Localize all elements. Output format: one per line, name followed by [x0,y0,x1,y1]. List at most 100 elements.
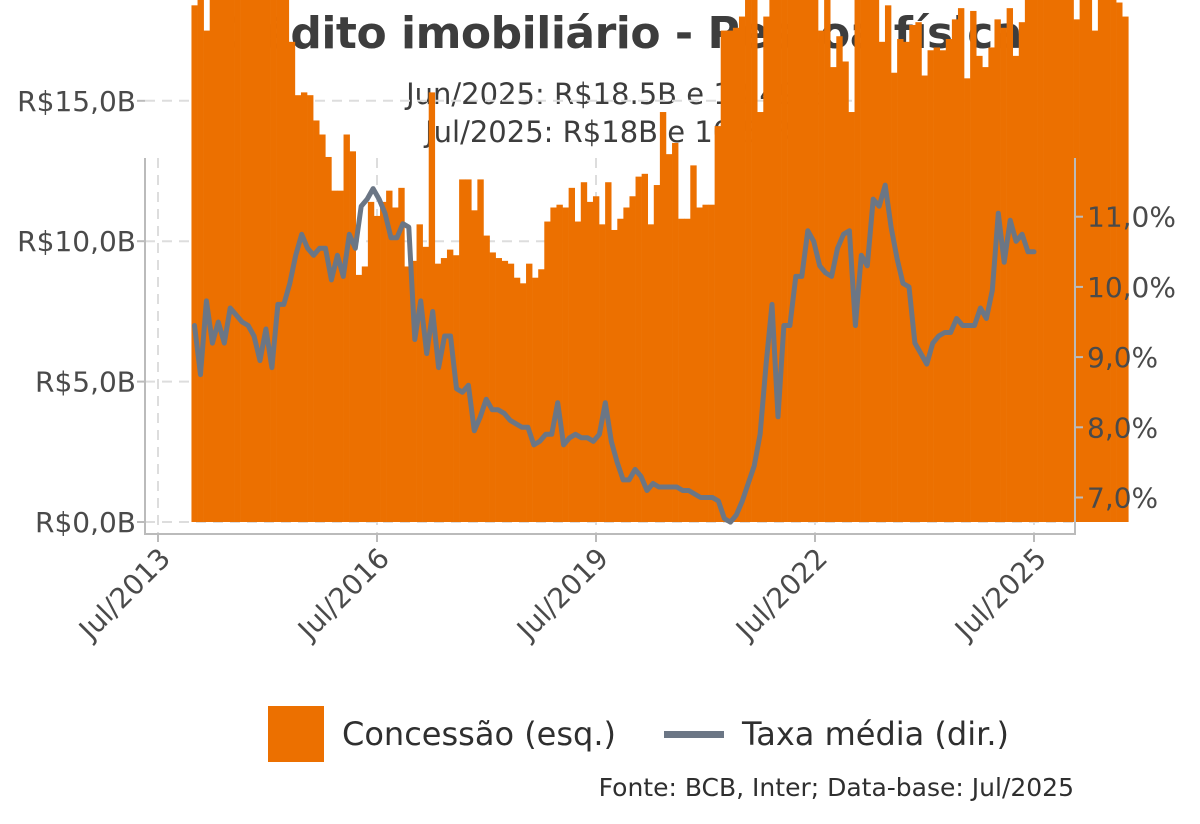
bar [307,95,314,523]
bar [1073,19,1080,523]
bar [203,30,211,522]
bar [361,266,369,522]
bar [1061,0,1068,522]
right-axis-tick-label: 8,0% [1087,411,1158,444]
bar [720,30,728,522]
bar [678,218,685,523]
right-axis-tick-label: 7,0% [1087,482,1158,515]
bar [319,134,326,522]
bar [1079,0,1086,523]
bar [976,55,983,523]
bar [428,92,436,522]
bar [757,112,764,522]
bar [294,95,302,523]
bar [1122,16,1129,523]
bar [246,0,253,523]
bar [629,196,636,522]
bar [373,215,381,522]
bar [921,75,928,522]
bar [1037,0,1044,522]
bar [653,185,661,523]
bar [793,0,801,522]
bar [878,41,886,522]
bar [672,142,679,523]
legend-line-swatch [664,730,724,738]
bar [325,156,332,522]
bar [258,0,265,522]
rate-line [192,182,1037,525]
bar [568,187,576,522]
bar [586,201,594,522]
bar [215,0,223,523]
bar [459,179,466,523]
bar [763,16,770,523]
bar [495,258,502,522]
bar [635,176,642,522]
bar [367,201,375,522]
bar [392,207,399,522]
bar [1012,55,1020,523]
bar [708,204,715,522]
bar [909,24,916,522]
bar [1000,27,1007,522]
bar [209,0,217,522]
bar [1024,0,1032,523]
bar [264,0,271,523]
bar [970,10,977,522]
bar [611,229,618,522]
bar [751,0,758,522]
bar [964,78,971,522]
bar [471,210,478,522]
left-axis-tick-label: R$10,0B [17,225,136,258]
bar [872,0,880,522]
bar [951,19,959,523]
bar [787,0,795,522]
bar [556,204,563,522]
bar [1097,0,1105,522]
bar [282,0,290,522]
legend-bar-swatch [268,706,324,762]
bar [276,0,283,523]
bar [1067,0,1074,523]
bar [434,263,442,522]
bar [1091,30,1099,522]
bar [544,221,551,523]
bar [599,224,606,522]
bar [641,173,649,522]
bar [702,204,709,522]
bar [1043,0,1050,522]
bar [1110,0,1117,522]
bar [805,0,813,522]
bar [830,67,837,522]
bar [811,0,819,522]
bar [580,182,588,523]
bar [903,41,910,522]
bar [477,179,484,523]
right-axis-tick-label: 9,0% [1087,341,1158,374]
left-axis-tick-label: R$15,0B [17,85,136,118]
bar [659,112,667,522]
bar [227,0,235,522]
bar [1018,22,1026,523]
bar [994,19,1001,523]
bar [252,0,259,523]
bar [465,179,472,523]
bar [1030,0,1038,523]
bar [1116,2,1123,522]
bar [848,112,855,522]
bar [270,0,277,523]
bar [781,0,788,523]
x-axis-tick-label: Jul/2016 [290,542,396,648]
bar [854,0,861,522]
bar [884,5,892,522]
bar [562,207,569,522]
source-note: Fonte: BCB, Inter; Data-base: Jul/2025 [598,773,1074,802]
bar [489,252,496,522]
bar [836,36,843,522]
bar [501,260,509,522]
bar [605,182,612,523]
bar [410,260,417,522]
legend-line-label: Taxa média (dir.) [742,715,1009,753]
bar [422,246,429,522]
